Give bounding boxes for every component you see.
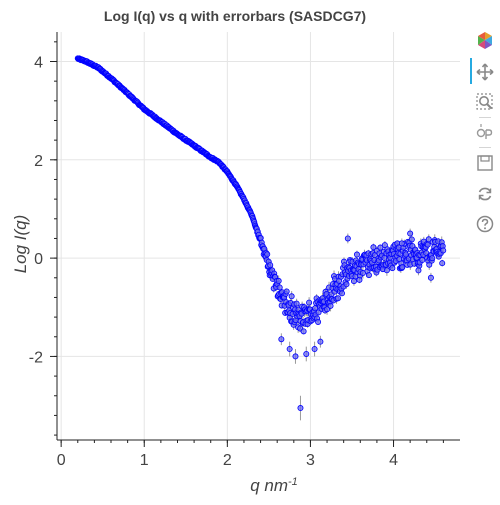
data-point — [428, 275, 433, 280]
data-point — [293, 354, 298, 359]
data-point — [354, 252, 359, 257]
y-tick-label: 2 — [34, 153, 43, 170]
x-tick-label: 1 — [140, 452, 149, 469]
data-point — [420, 257, 425, 262]
data-point — [440, 261, 445, 266]
data-point — [430, 256, 435, 261]
data-points — [75, 56, 446, 411]
data-point — [345, 236, 350, 241]
data-point — [400, 265, 405, 270]
data-point — [408, 231, 413, 236]
x-axis-label-superscript: -1 — [288, 476, 298, 488]
data-point — [287, 346, 292, 351]
data-point — [339, 291, 344, 296]
data-point — [399, 241, 404, 246]
data-point — [441, 248, 446, 253]
x-axis-label-main: q nm — [250, 476, 288, 495]
data-point — [390, 266, 395, 271]
data-point — [425, 242, 430, 247]
data-point — [315, 319, 320, 324]
data-point — [265, 252, 270, 257]
hover-tool-icon[interactable] — [474, 121, 496, 143]
y-axis-label: Log I(q) — [11, 215, 30, 274]
x-tick-label: 4 — [389, 452, 398, 469]
box-zoom-tool-icon[interactable] — [474, 91, 496, 113]
y-tick-label: -2 — [29, 349, 43, 366]
pan-tool-icon[interactable] — [474, 61, 496, 83]
chart-title: Log I(q) vs q with errorbars (SASDCG7) — [104, 8, 366, 24]
save-tool-icon[interactable] — [474, 152, 496, 174]
data-point — [366, 273, 371, 278]
data-point — [276, 278, 281, 283]
bokeh-logo-icon[interactable] — [474, 30, 496, 52]
data-point — [344, 282, 349, 287]
data-point — [304, 351, 309, 356]
x-tick-label: 0 — [57, 452, 66, 469]
x-axis-label: q nm-1 — [250, 476, 298, 495]
data-point — [307, 300, 312, 305]
data-point — [318, 339, 323, 344]
reset-tool-icon[interactable] — [474, 183, 496, 205]
data-point — [294, 301, 299, 306]
data-point — [268, 263, 273, 268]
y-tick-label: 0 — [34, 251, 43, 268]
x-tick-label: 3 — [306, 452, 315, 469]
y-tick-label: 4 — [34, 54, 43, 71]
data-point — [289, 294, 294, 299]
active-tool-indicator — [470, 58, 472, 84]
data-point — [328, 303, 333, 308]
data-point — [384, 268, 389, 273]
data-point — [312, 346, 317, 351]
x-tick-label: 2 — [223, 452, 232, 469]
data-point — [301, 329, 306, 334]
data-point — [416, 268, 421, 273]
data-point — [279, 337, 284, 342]
data-point — [284, 289, 289, 294]
data-point — [409, 237, 414, 242]
data-point — [335, 296, 340, 301]
toolbar-separator — [479, 147, 491, 148]
data-point — [298, 405, 303, 410]
help-tool-icon[interactable] — [474, 213, 496, 235]
plot-toolbar — [470, 28, 500, 268]
toolbar-separator — [479, 117, 491, 118]
